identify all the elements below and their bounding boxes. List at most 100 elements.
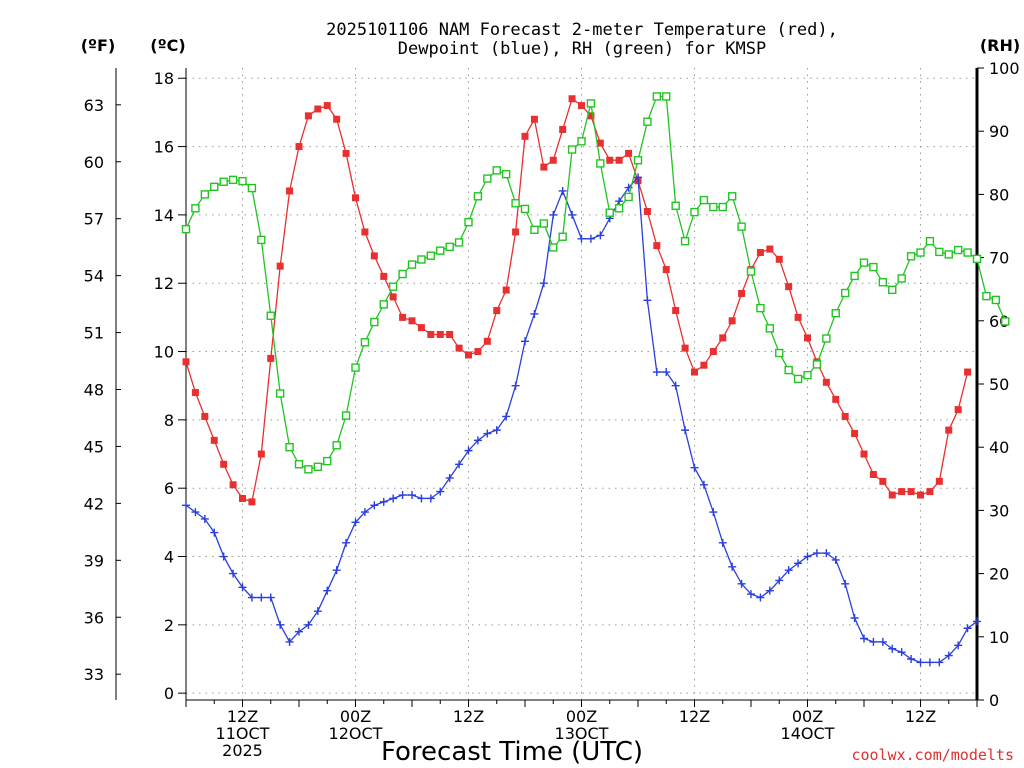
fahrenheit-tick-label: 60 [84,153,104,172]
temperature-point [898,488,906,496]
temperature-point [691,368,698,376]
dewpoint-point [247,593,256,602]
dewpoint-point [775,576,784,585]
dewpoint-point [718,538,727,547]
dewpoint-point [944,651,953,660]
temperature-point [295,143,303,151]
rh-point [520,204,530,214]
dewpoint-point [210,528,219,537]
dewpoint-point [690,463,699,472]
time-tick-label: 14OCT [781,724,835,743]
rh-point [633,156,643,165]
rh-point [257,235,266,245]
rh-point [944,250,953,259]
rh-point [558,232,567,241]
dewpoint-point [370,501,379,510]
dewpoint-point [699,480,708,489]
dewpoint-point [784,566,793,575]
temperature-point [709,348,717,356]
temperature-point [389,293,397,301]
temperature-point [408,317,416,325]
temperature-point [954,406,962,414]
temperature-point [672,307,680,315]
rh-point [803,370,812,380]
rh-point [793,374,803,384]
temperature-point [606,156,614,164]
rh-point [605,208,614,217]
dewpoint-point [568,210,577,219]
rh-point [1001,317,1010,326]
dewpoint-point [577,234,586,243]
series-rh [181,92,1010,474]
rh-point [530,225,539,234]
dewpoint-point [728,562,737,571]
rh-point [417,255,426,264]
dewpoint-point [473,436,482,445]
dewpoint-point [747,590,755,599]
dewpoint-point [389,494,398,503]
rh-point [200,190,210,199]
rh-point [690,207,699,217]
rh-point [775,348,784,358]
fahrenheit-tick-label: 33 [84,665,104,684]
temperature-point [822,378,830,386]
rh-line [185,95,1006,470]
rh-point [398,269,407,279]
rh-point [897,274,906,283]
temperature-point [342,149,350,157]
dewpoint-point [342,538,351,547]
fahrenheit-axis: 33 36 39 42 45 48 51 54 57 60 63 [84,68,121,700]
dewpoint-point [841,579,850,588]
temperature-point [568,95,576,103]
rh-unit-label: (RH) [980,36,1020,55]
rh-point [643,117,652,126]
fahrenheit-tick-label: 39 [84,551,104,570]
temperature-point [559,125,567,133]
temperature-point [493,307,501,315]
dewpoint-point [238,583,247,592]
rh-point [765,324,775,333]
temperature-point [304,112,312,120]
dewpoint-point [634,173,642,182]
chart-series [181,92,1010,667]
chart-gridlines [186,68,977,700]
temperature-point [417,324,425,332]
temperature-point [502,286,510,294]
rh-point [680,236,690,246]
temperature-point [333,115,341,123]
dewpoint-point [323,586,332,595]
rh-point [727,192,737,201]
temperature-point [643,207,651,215]
series-dewpoint [182,173,981,667]
dewpoint-point [671,381,680,390]
dewpoint-point [652,368,661,377]
temperature-point [521,132,529,140]
rh-tick-label: 0 [989,691,999,710]
rh-point [709,202,718,212]
fahrenheit-tick-label: 51 [84,324,104,343]
dewpoint-point [596,231,605,240]
rh-point [511,199,520,208]
dewpoint-point [963,624,972,633]
celsius-tick-label: 16 [154,138,174,157]
dewpoint-point [304,620,313,629]
rh-point [407,260,417,269]
rh-point [756,303,765,313]
fahrenheit-tick-label: 54 [84,267,104,286]
rh-point [869,262,878,272]
rh-tick-label: 80 [989,185,1009,204]
temperature-point [267,354,275,362]
temperature-point [540,163,548,171]
fahrenheit-tick-label: 57 [84,210,104,229]
credit-link[interactable]: coolwx.com/modelts [851,746,1014,764]
rh-point [586,99,596,108]
dewpoint-point [332,566,341,575]
temperature-point [201,412,209,420]
dewpoint-point [313,607,322,616]
temperature-point [728,317,736,325]
rh-point [549,243,558,252]
dewpoint-point [191,508,200,517]
temperature-point [841,412,849,420]
